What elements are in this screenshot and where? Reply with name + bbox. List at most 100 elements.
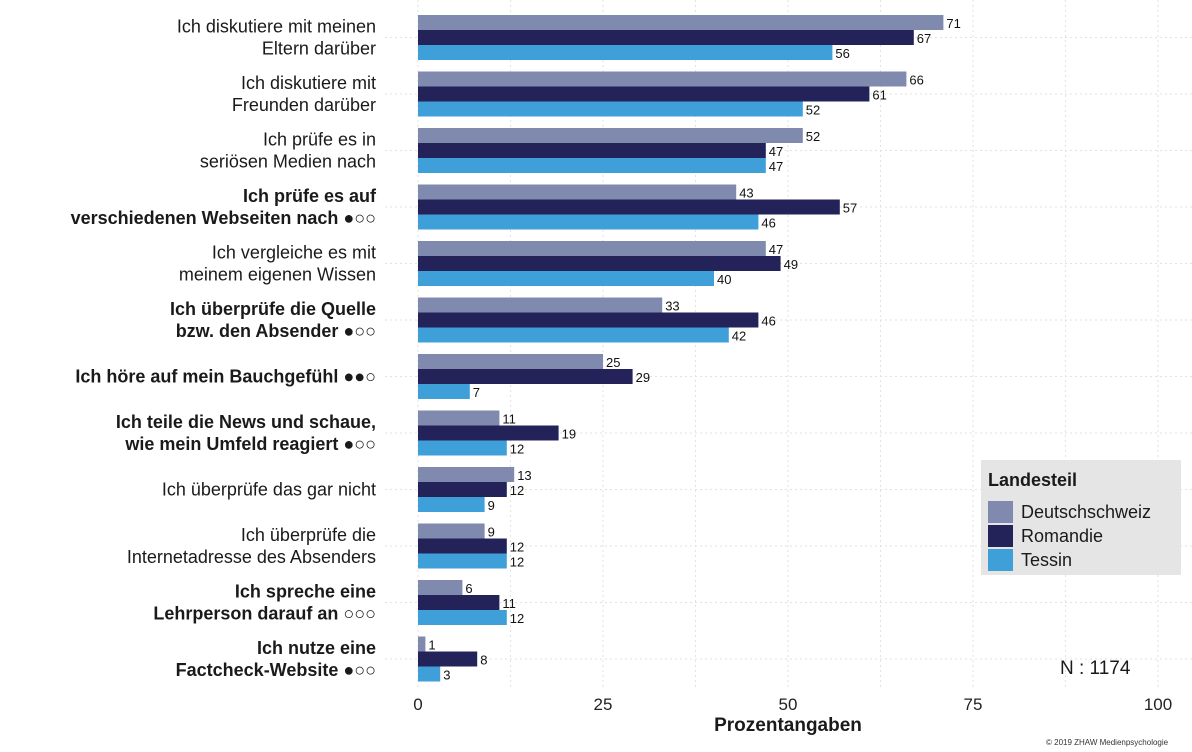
category-label: seriösen Medien nach xyxy=(200,152,376,172)
category-label: Ich diskutiere mit meinen xyxy=(177,17,376,37)
category-label: Ich teile die News und schaue, xyxy=(116,412,376,432)
data-label-tessin: 40 xyxy=(717,272,731,287)
bar-deutschschweiz xyxy=(418,354,603,369)
bar-tessin xyxy=(418,440,507,456)
data-label-tessin: 12 xyxy=(510,611,524,626)
legend-label-tessin: Tessin xyxy=(1021,549,1073,570)
category-label: Ich vergleiche es mit xyxy=(212,243,376,263)
x-tick-label: 100 xyxy=(1144,695,1172,714)
bar-tessin xyxy=(418,666,441,682)
bar-romandie xyxy=(418,30,914,45)
category-label: Ich prüfe es auf xyxy=(243,186,377,206)
bar-romandie xyxy=(418,199,840,215)
data-label-tessin: 52 xyxy=(806,103,820,118)
data-label-deutschschweiz: 52 xyxy=(806,129,820,144)
data-label-deutschschweiz: 25 xyxy=(606,355,620,370)
legend-swatch-tessin xyxy=(988,549,1013,571)
x-tick-label: 0 xyxy=(413,695,422,714)
bar-romandie xyxy=(418,312,759,328)
bar-deutschschweiz xyxy=(418,71,907,87)
category-label: Freunden darüber xyxy=(232,95,376,115)
data-label-tessin: 56 xyxy=(835,46,849,61)
bar-deutschschweiz xyxy=(418,184,737,200)
data-label-tessin: 7 xyxy=(473,385,480,400)
bar-romandie xyxy=(418,482,507,497)
bar-deutschschweiz xyxy=(418,128,803,143)
category-label: Ich prüfe es in xyxy=(263,130,376,150)
data-label-romandie: 67 xyxy=(917,31,931,46)
data-label-tessin: 42 xyxy=(732,329,746,344)
bar-deutschschweiz xyxy=(418,410,500,426)
bar-tessin xyxy=(418,45,833,60)
legend-item-deutschschweiz: Deutschschweiz xyxy=(988,501,1151,523)
bar-tessin xyxy=(418,214,759,230)
sample-size-label: N : 1174 xyxy=(1060,658,1131,679)
data-label-romandie: 19 xyxy=(562,427,576,442)
data-label-tessin: 46 xyxy=(761,216,775,231)
data-label-deutschschweiz: 33 xyxy=(665,299,679,314)
bar-deutschschweiz xyxy=(418,241,766,256)
bar-romandie xyxy=(418,86,870,102)
bar-tessin xyxy=(418,553,507,569)
category-label: Lehrperson darauf an ○○○ xyxy=(153,604,376,624)
data-label-deutschschweiz: 71 xyxy=(946,16,960,31)
data-label-tessin: 47 xyxy=(769,159,783,174)
x-tick-label: 50 xyxy=(779,695,798,714)
category-label: bzw. den Absender ●○○ xyxy=(176,321,376,341)
data-label-deutschschweiz: 6 xyxy=(465,581,472,596)
data-label-romandie: 61 xyxy=(872,88,886,103)
category-label: Ich überprüfe die xyxy=(241,525,376,545)
x-axis-title: Prozentangaben xyxy=(714,715,862,736)
bar-deutschschweiz xyxy=(418,15,944,30)
legend-swatch-romandie xyxy=(988,525,1013,547)
data-label-romandie: 47 xyxy=(769,144,783,159)
legend-item-romandie: Romandie xyxy=(988,525,1103,547)
data-label-deutschschweiz: 13 xyxy=(517,468,531,483)
data-label-tessin: 3 xyxy=(443,668,450,683)
bar-deutschschweiz xyxy=(418,297,663,313)
data-label-romandie: 8 xyxy=(480,653,487,668)
category-label: Ich nutze eine xyxy=(257,638,376,658)
bar-tessin xyxy=(418,384,470,399)
data-label-deutschschweiz: 9 xyxy=(488,525,495,540)
legend-title: Landesteil xyxy=(988,470,1078,490)
legend-label-deutschschweiz: Deutschschweiz xyxy=(1021,501,1152,522)
bar-deutschschweiz xyxy=(418,523,485,539)
copyright-note: © 2019 ZHAW Medienpsychologie xyxy=(1046,738,1169,747)
category-label: Eltern darüber xyxy=(262,39,376,59)
data-label-romandie: 46 xyxy=(761,314,775,329)
bar-deutschschweiz xyxy=(418,580,463,595)
bar-deutschschweiz xyxy=(418,636,426,652)
category-label: Ich spreche eine xyxy=(235,582,376,602)
legend-item-tessin: Tessin xyxy=(988,549,1072,571)
bar-tessin xyxy=(418,158,766,173)
category-label: wie mein Umfeld reagiert ●○○ xyxy=(124,434,376,454)
data-label-romandie: 57 xyxy=(843,201,857,216)
data-label-tessin: 12 xyxy=(510,442,524,457)
category-label: meinem eigenen Wissen xyxy=(179,265,376,285)
bar-romandie xyxy=(418,595,500,610)
data-label-romandie: 12 xyxy=(510,540,524,555)
legend-swatch-deutschschweiz xyxy=(988,501,1013,523)
data-label-deutschschweiz: 1 xyxy=(428,638,435,653)
bar-deutschschweiz xyxy=(418,467,515,482)
category-label: verschiedenen Webseiten nach ●○○ xyxy=(71,208,376,228)
data-label-tessin: 9 xyxy=(488,498,495,513)
legend-label-romandie: Romandie xyxy=(1021,525,1104,546)
data-label-romandie: 12 xyxy=(510,483,524,498)
bar-romandie xyxy=(418,425,559,441)
data-label-romandie: 29 xyxy=(636,370,650,385)
data-label-tessin: 12 xyxy=(510,555,524,570)
bar-tessin xyxy=(418,610,507,625)
data-label-romandie: 11 xyxy=(502,596,516,611)
bar-romandie xyxy=(418,256,781,271)
bar-romandie xyxy=(418,651,478,667)
x-tick-label: 75 xyxy=(964,695,983,714)
category-label: Ich überprüfe die Quelle xyxy=(170,299,376,319)
bar-tessin xyxy=(418,271,714,286)
category-label: Internetadresse des Absenders xyxy=(127,547,376,567)
x-tick-label: 25 xyxy=(594,695,613,714)
data-label-romandie: 49 xyxy=(784,257,798,272)
